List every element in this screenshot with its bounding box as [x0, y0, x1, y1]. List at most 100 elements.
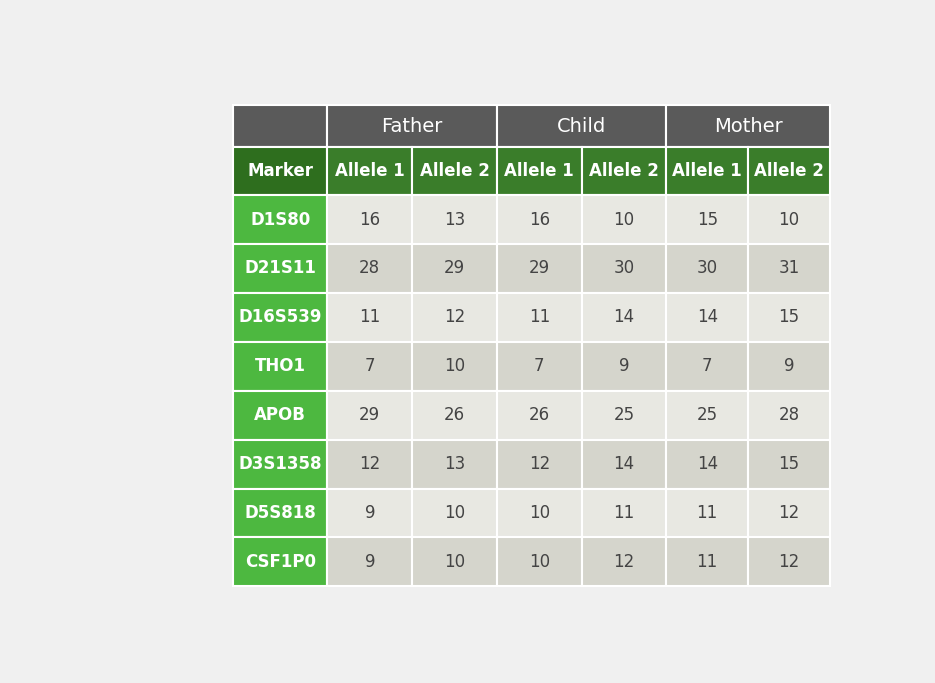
Bar: [582, 440, 667, 488]
Bar: [412, 293, 496, 342]
Bar: [496, 488, 582, 538]
Text: Allele 2: Allele 2: [420, 163, 489, 180]
Bar: [667, 148, 748, 195]
Bar: [496, 293, 582, 342]
Text: 11: 11: [359, 309, 381, 326]
Text: 10: 10: [528, 504, 550, 522]
Text: 26: 26: [528, 406, 550, 424]
Text: 28: 28: [359, 260, 381, 277]
Bar: [748, 195, 830, 244]
Text: 31: 31: [778, 260, 799, 277]
Text: 12: 12: [778, 553, 799, 571]
Text: 29: 29: [359, 406, 381, 424]
Text: 15: 15: [779, 455, 799, 473]
Bar: [327, 342, 412, 391]
Bar: [748, 342, 830, 391]
Bar: [233, 105, 327, 148]
Bar: [496, 538, 582, 586]
Bar: [582, 342, 667, 391]
Text: 12: 12: [778, 504, 799, 522]
Text: 7: 7: [534, 357, 544, 375]
Text: 29: 29: [444, 260, 465, 277]
Bar: [412, 440, 496, 488]
Bar: [582, 244, 667, 293]
Bar: [667, 538, 748, 586]
Text: D16S539: D16S539: [238, 309, 322, 326]
Bar: [327, 148, 412, 195]
Bar: [496, 342, 582, 391]
Text: 26: 26: [444, 406, 465, 424]
Bar: [233, 195, 327, 244]
Bar: [748, 293, 830, 342]
Bar: [233, 293, 327, 342]
Text: 15: 15: [697, 210, 718, 229]
Text: 11: 11: [528, 309, 550, 326]
Bar: [412, 148, 496, 195]
Text: 10: 10: [779, 210, 799, 229]
Bar: [233, 440, 327, 488]
Bar: [327, 293, 412, 342]
Text: 25: 25: [613, 406, 635, 424]
Bar: [582, 538, 667, 586]
Text: 12: 12: [359, 455, 381, 473]
Bar: [582, 391, 667, 440]
Bar: [327, 391, 412, 440]
Bar: [667, 293, 748, 342]
Text: 13: 13: [444, 210, 465, 229]
Bar: [233, 538, 327, 586]
Text: 25: 25: [697, 406, 718, 424]
Text: Allele 2: Allele 2: [754, 163, 824, 180]
Bar: [582, 488, 667, 538]
Text: 16: 16: [359, 210, 381, 229]
Text: 10: 10: [444, 504, 465, 522]
Text: 10: 10: [444, 357, 465, 375]
Text: 10: 10: [444, 553, 465, 571]
Bar: [412, 391, 496, 440]
Text: 11: 11: [697, 553, 718, 571]
Bar: [412, 244, 496, 293]
Text: Marker: Marker: [247, 163, 313, 180]
Text: 7: 7: [365, 357, 375, 375]
Text: 11: 11: [613, 504, 635, 522]
Text: 12: 12: [613, 553, 635, 571]
Bar: [327, 195, 412, 244]
Bar: [327, 105, 496, 148]
Bar: [667, 195, 748, 244]
Bar: [496, 105, 667, 148]
Text: Allele 1: Allele 1: [504, 163, 574, 180]
Bar: [667, 440, 748, 488]
Bar: [667, 391, 748, 440]
Bar: [233, 342, 327, 391]
Bar: [496, 195, 582, 244]
Text: 11: 11: [697, 504, 718, 522]
Bar: [667, 342, 748, 391]
Text: D5S818: D5S818: [244, 504, 316, 522]
Text: CSF1P0: CSF1P0: [245, 553, 316, 571]
Bar: [233, 244, 327, 293]
Bar: [667, 488, 748, 538]
Text: Child: Child: [557, 117, 606, 136]
Text: 30: 30: [613, 260, 635, 277]
Bar: [582, 148, 667, 195]
Bar: [496, 440, 582, 488]
Text: 9: 9: [365, 553, 375, 571]
Text: D21S11: D21S11: [244, 260, 316, 277]
Text: 9: 9: [365, 504, 375, 522]
Text: 9: 9: [784, 357, 794, 375]
Bar: [412, 342, 496, 391]
Bar: [327, 488, 412, 538]
Text: Allele 1: Allele 1: [672, 163, 742, 180]
Bar: [327, 538, 412, 586]
Text: Mother: Mother: [713, 117, 783, 136]
Bar: [233, 148, 327, 195]
Text: 14: 14: [697, 455, 718, 473]
Bar: [233, 488, 327, 538]
Bar: [412, 488, 496, 538]
Text: 29: 29: [528, 260, 550, 277]
Bar: [496, 148, 582, 195]
Text: 7: 7: [702, 357, 712, 375]
Bar: [233, 391, 327, 440]
Bar: [496, 391, 582, 440]
Text: 14: 14: [613, 309, 635, 326]
Text: 9: 9: [619, 357, 629, 375]
